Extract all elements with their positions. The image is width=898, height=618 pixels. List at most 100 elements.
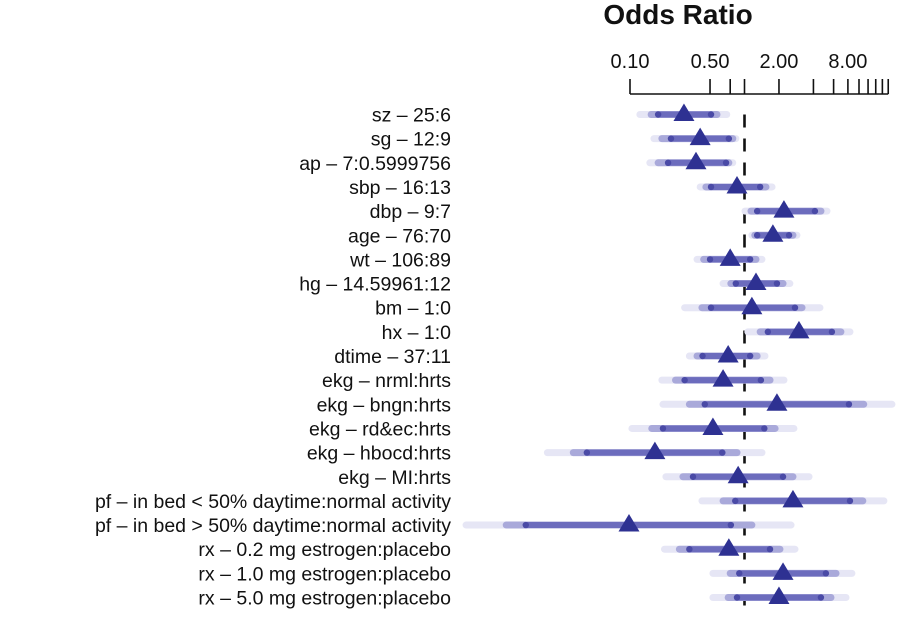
row-label: pf – in bed < 50% daytime:normal activit… bbox=[95, 491, 451, 513]
point-estimate-triangle bbox=[768, 586, 790, 604]
interval-end-dot bbox=[766, 546, 774, 553]
forest-row: pf – in bed < 50% daytime:normal activit… bbox=[95, 489, 888, 513]
forest-row: rx – 1.0 mg estrogen:placebo bbox=[198, 562, 856, 585]
forest-row: ap – 7:0.5999756 bbox=[299, 151, 737, 175]
x-tick-label: 0.50 bbox=[691, 51, 730, 73]
point-estimate-triangle bbox=[782, 489, 804, 508]
interval-end-dot bbox=[664, 159, 672, 166]
interval-end-dot bbox=[689, 473, 697, 480]
forest-row: age – 76:70 bbox=[348, 224, 801, 247]
interval-end-dot bbox=[736, 570, 743, 577]
interval-end-dot bbox=[707, 304, 715, 311]
interval-end-dot bbox=[701, 401, 708, 408]
point-estimate-triangle bbox=[718, 538, 740, 556]
interval-end-dot bbox=[757, 376, 765, 384]
interval-end-dot bbox=[699, 352, 706, 360]
forest-row: rx – 5.0 mg estrogen:placebo bbox=[198, 586, 850, 610]
forest-row: ekg – bngn:hrts bbox=[317, 393, 896, 416]
interval-end-dot bbox=[686, 546, 693, 553]
point-estimate-triangle bbox=[644, 441, 666, 460]
interval-end-dot bbox=[845, 401, 853, 408]
forest-row: ekg – hbocd:hrts bbox=[307, 441, 766, 465]
interval-end-dot bbox=[753, 207, 761, 215]
row-label: pf – in bed > 50% daytime:normal activit… bbox=[95, 515, 451, 537]
interval-end-dot bbox=[822, 570, 830, 577]
point-estimate-triangle bbox=[741, 296, 763, 315]
interval-end-dot bbox=[707, 183, 715, 191]
row-label: ekg – rd&ec:hrts bbox=[309, 418, 451, 440]
interval-end-dot bbox=[583, 449, 591, 456]
point-estimate-triangle bbox=[727, 465, 749, 484]
row-label: hx – 1:0 bbox=[382, 322, 452, 344]
row-label: hg – 14.59961:12 bbox=[299, 274, 451, 296]
interval-end-dot bbox=[746, 352, 754, 360]
interval-end-dot bbox=[828, 328, 836, 336]
forest-row: sg – 12:9 bbox=[371, 127, 740, 151]
forest-row: rx – 0.2 mg estrogen:placebo bbox=[198, 538, 799, 561]
point-estimate-triangle bbox=[689, 127, 711, 146]
interval-end-dot bbox=[756, 183, 764, 191]
interval-end-dot bbox=[817, 594, 825, 601]
interval-end-dot bbox=[719, 449, 726, 456]
point-estimate-triangle bbox=[772, 562, 794, 580]
point-estimate-triangle bbox=[745, 272, 767, 291]
interval-end-dot bbox=[791, 304, 799, 311]
interval-end-dot bbox=[727, 521, 735, 529]
point-estimate-triangle bbox=[702, 417, 724, 435]
interval-end-dot bbox=[681, 376, 688, 384]
interval-end-dot bbox=[773, 280, 781, 287]
interval-end-dot bbox=[733, 594, 741, 601]
interval-end-dot bbox=[732, 497, 739, 505]
x-axis: 0.10 0.50 2.00 8.00 bbox=[611, 51, 890, 95]
forest-row: sz – 25:6 bbox=[372, 103, 731, 127]
interval-end-dot bbox=[522, 521, 529, 529]
point-estimate-triangle bbox=[762, 224, 784, 242]
interval-end-dot bbox=[707, 111, 715, 118]
interval-end-dot bbox=[722, 159, 730, 166]
row-label: sz – 25:6 bbox=[372, 105, 451, 127]
x-tick-label: 0.10 bbox=[611, 51, 650, 73]
forest-row: sbp – 16:13 bbox=[349, 175, 776, 199]
interval-end-dot bbox=[746, 256, 754, 263]
forest-row: ekg – MI:hrts bbox=[338, 465, 813, 489]
x-tick-label: 8.00 bbox=[828, 51, 867, 73]
row-label: ekg – MI:hrts bbox=[338, 467, 451, 489]
point-estimate-triangle bbox=[712, 369, 734, 387]
forest-row: pf – in bed > 50% daytime:normal activit… bbox=[95, 514, 795, 537]
interval-end-dot bbox=[753, 232, 761, 239]
interval-end-dot bbox=[667, 135, 675, 142]
point-estimate-triangle bbox=[685, 151, 707, 170]
forest-row: wt – 106:89 bbox=[349, 248, 766, 271]
point-estimate-triangle bbox=[773, 200, 795, 218]
row-label: sbp – 16:13 bbox=[349, 177, 451, 199]
row-label: wt – 106:89 bbox=[349, 249, 451, 271]
forest-row: hg – 14.59961:12 bbox=[299, 272, 794, 296]
x-tick-label: 2.00 bbox=[759, 51, 798, 73]
interval-end-dot bbox=[732, 280, 740, 287]
row-label: rx – 1.0 mg estrogen:placebo bbox=[198, 563, 451, 585]
interval-end-dot bbox=[764, 328, 772, 336]
point-estimate-triangle bbox=[717, 345, 739, 363]
interval-end-dot bbox=[811, 207, 819, 215]
interval-end-dot bbox=[846, 497, 854, 505]
row-label: dbp – 9:7 bbox=[370, 201, 451, 223]
forest-row: ekg – rd&ec:hrts bbox=[309, 417, 798, 440]
point-estimate-triangle bbox=[719, 248, 741, 266]
interval-end-dot bbox=[725, 135, 733, 142]
row-label: sg – 12:9 bbox=[371, 129, 451, 151]
row-label: ap – 7:0.5999756 bbox=[299, 153, 451, 175]
row-label: bm – 1:0 bbox=[375, 298, 451, 320]
point-estimate-triangle bbox=[766, 393, 788, 411]
point-estimate-triangle bbox=[726, 175, 748, 194]
interval-end-dot bbox=[659, 425, 667, 432]
chart-title: Odds Ratio bbox=[603, 0, 752, 30]
row-label: age – 76:70 bbox=[348, 225, 451, 247]
interval-end-dot bbox=[706, 256, 714, 263]
row-label: ekg – hbocd:hrts bbox=[307, 443, 451, 465]
forest-row: bm – 1:0 bbox=[375, 296, 824, 320]
point-estimate-triangle bbox=[673, 103, 695, 121]
point-estimate-triangle bbox=[618, 514, 640, 532]
point-estimate-triangle bbox=[788, 320, 810, 339]
